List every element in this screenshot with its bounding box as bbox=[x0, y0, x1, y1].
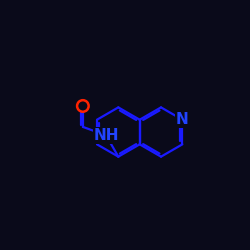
Text: NH: NH bbox=[93, 128, 119, 143]
Text: N: N bbox=[176, 112, 189, 127]
Circle shape bbox=[77, 100, 89, 112]
